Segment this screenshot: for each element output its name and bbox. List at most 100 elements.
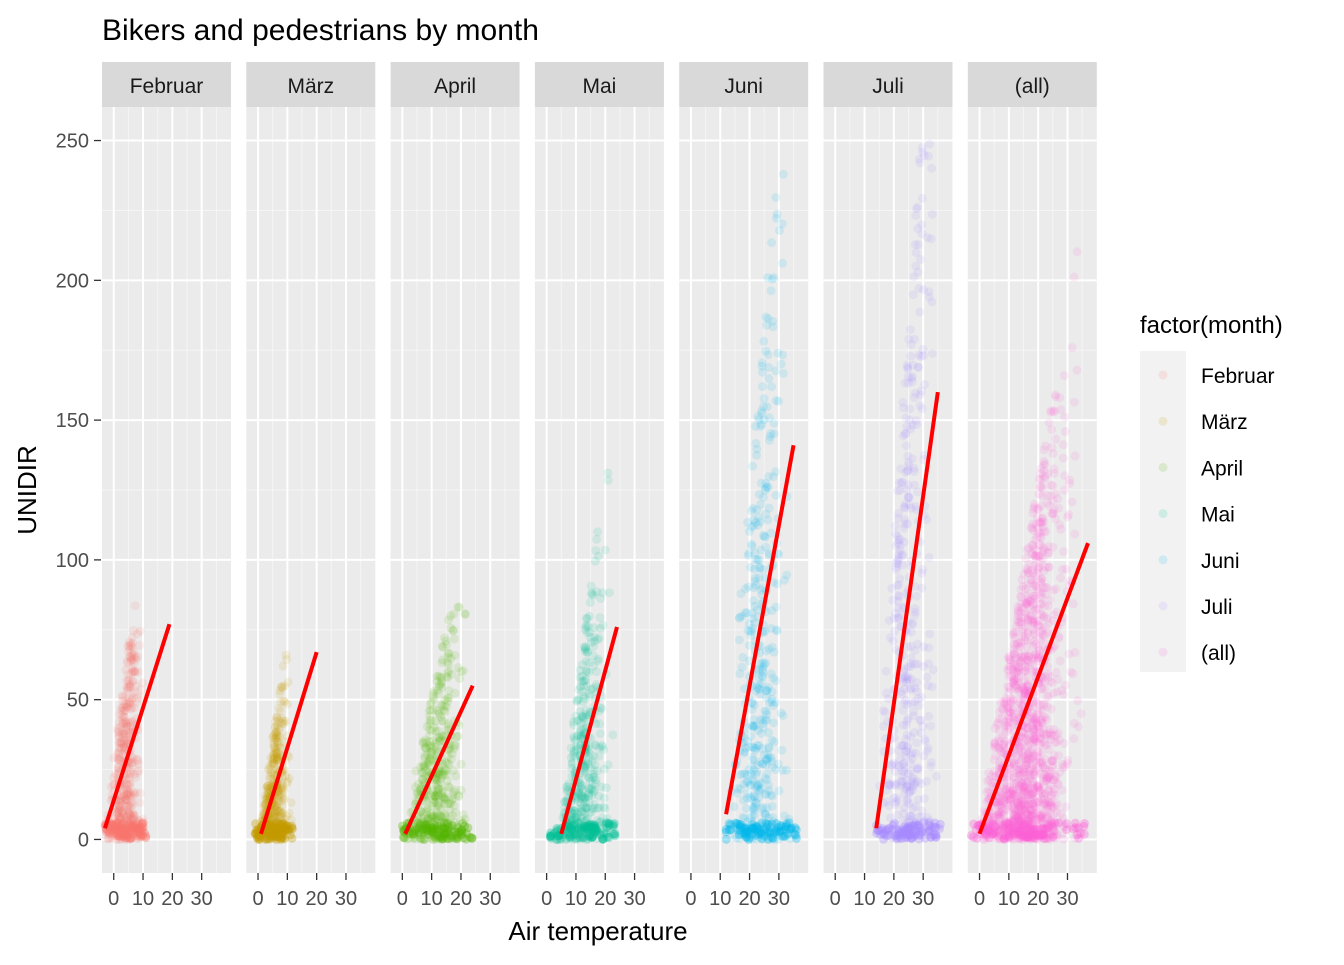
- data-point: [897, 478, 907, 488]
- data-point: [575, 740, 585, 750]
- data-point: [435, 825, 445, 835]
- data-point: [266, 769, 276, 779]
- data-point: [760, 821, 770, 831]
- data-point: [610, 829, 620, 839]
- data-point: [141, 831, 151, 841]
- data-point: [436, 712, 446, 722]
- data-point: [275, 820, 285, 830]
- data-point: [456, 759, 466, 769]
- data-point: [761, 483, 771, 493]
- data-point: [267, 815, 277, 825]
- data-point: [432, 676, 442, 686]
- data-point: [113, 827, 123, 837]
- data-point: [766, 829, 776, 839]
- data-point: [272, 748, 282, 758]
- data-point: [138, 819, 148, 829]
- data-point: [427, 747, 437, 757]
- data-point: [443, 834, 453, 844]
- data-point: [278, 831, 288, 841]
- data-point: [272, 726, 282, 736]
- data-point: [271, 818, 281, 828]
- data-point: [1060, 427, 1070, 437]
- data-point: [120, 815, 130, 825]
- data-point: [751, 798, 761, 808]
- data-point: [279, 716, 289, 726]
- data-point: [119, 743, 129, 753]
- data-point: [1016, 592, 1026, 602]
- data-point: [584, 831, 594, 841]
- data-point: [901, 499, 911, 509]
- data-point: [123, 702, 133, 712]
- data-point: [413, 779, 423, 789]
- data-point: [274, 827, 284, 837]
- data-point: [125, 679, 135, 689]
- data-point: [115, 804, 125, 814]
- data-point: [764, 362, 774, 372]
- data-point: [904, 824, 914, 834]
- data-point: [569, 746, 579, 756]
- data-point: [465, 832, 475, 842]
- point-band: [545, 818, 620, 844]
- data-point: [418, 738, 428, 748]
- data-point: [591, 545, 601, 555]
- data-point: [762, 715, 772, 725]
- data-point: [743, 736, 753, 746]
- data-point: [138, 818, 148, 828]
- data-point: [433, 821, 443, 831]
- data-point: [119, 823, 129, 833]
- data-point: [753, 781, 763, 791]
- data-point: [737, 611, 747, 621]
- data-point: [755, 563, 765, 573]
- data-point: [562, 785, 572, 795]
- data-point: [280, 824, 290, 834]
- data-point: [905, 822, 915, 832]
- data-point: [270, 818, 280, 828]
- data-point: [604, 818, 614, 828]
- data-point: [1042, 740, 1052, 750]
- data-point: [279, 696, 289, 706]
- data-point: [116, 829, 126, 839]
- trend-line: [403, 684, 475, 835]
- data-point: [265, 825, 275, 835]
- data-point: [885, 813, 895, 823]
- data-point: [131, 827, 141, 837]
- data-point: [1016, 642, 1026, 652]
- data-point: [441, 828, 451, 838]
- data-point: [121, 813, 131, 823]
- data-point: [1055, 656, 1065, 666]
- data-point: [129, 811, 139, 821]
- data-point: [125, 801, 135, 811]
- data-point: [117, 814, 127, 824]
- data-point: [455, 828, 465, 838]
- data-point: [576, 781, 586, 791]
- data-point: [280, 814, 290, 824]
- data-point: [123, 833, 133, 843]
- data-point: [458, 818, 468, 828]
- data-point: [917, 806, 927, 816]
- data-point: [765, 827, 775, 837]
- data-point: [433, 769, 443, 779]
- data-point: [584, 689, 594, 699]
- data-point: [745, 813, 755, 823]
- data-point: [428, 692, 438, 702]
- data-point: [759, 415, 769, 425]
- data-point: [279, 821, 289, 831]
- data-point: [131, 824, 141, 834]
- data-point: [753, 725, 763, 735]
- data-point: [754, 779, 764, 789]
- data-point: [114, 830, 124, 840]
- data-point: [444, 833, 454, 843]
- data-point: [114, 749, 124, 759]
- data-point: [118, 703, 128, 713]
- data-point: [1033, 564, 1043, 574]
- legend-key-point: [1158, 509, 1168, 519]
- data-point: [763, 350, 773, 360]
- data-point: [115, 823, 125, 833]
- data-point: [446, 825, 456, 835]
- data-point: [443, 799, 453, 809]
- data-point: [422, 826, 432, 836]
- data-point: [770, 828, 780, 838]
- data-point: [589, 820, 599, 830]
- data-point: [572, 814, 582, 824]
- data-point: [579, 693, 589, 703]
